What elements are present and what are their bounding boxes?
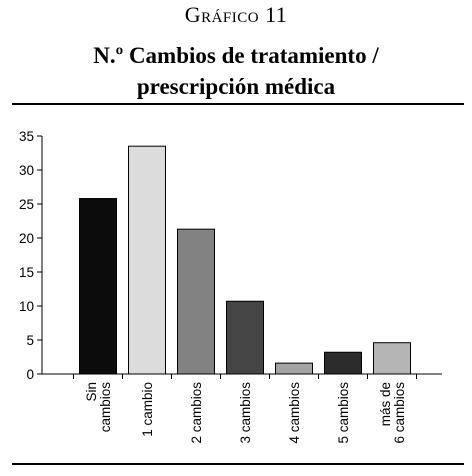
top-rule [12, 103, 464, 105]
x-tick-label: 2 cambios [189, 382, 204, 444]
x-tick-label: Sin cambios [84, 382, 113, 433]
figure-label: Gráfico 11 [184, 2, 288, 27]
bar [226, 300, 264, 375]
x-tick-label: 5 cambios [336, 382, 351, 444]
x-tick-label-line: 5 cambios [336, 382, 351, 444]
x-tick-label-line: más de [378, 382, 393, 426]
x-tick-label-line: 6 cambios [392, 382, 407, 444]
y-tick-label: 10 [19, 299, 34, 314]
y-tick-label: 35 [19, 129, 34, 144]
chart-title-line-2: prescripción médica [136, 74, 336, 99]
x-tick-label: 3 cambios [238, 382, 253, 444]
y-tick-label: 20 [19, 231, 34, 246]
x-tick-label-line: 3 cambios [238, 382, 253, 444]
x-tick-label: más de 6 cambios [378, 382, 407, 444]
y-tick-label: 0 [26, 367, 34, 382]
x-tick-label: 1 cambio [140, 382, 155, 437]
bar [79, 198, 117, 375]
bar [177, 228, 215, 375]
x-tick-label-line: cambios [98, 382, 113, 433]
x-tick-label: 4 cambios [287, 382, 302, 444]
bar [373, 342, 411, 375]
chart-title-line-1: N.º Cambios de tratamiento / [93, 43, 379, 68]
y-tick-label: 15 [19, 265, 34, 280]
bar [324, 351, 362, 375]
y-tick-label: 30 [19, 163, 34, 178]
bar [128, 145, 166, 375]
bar [275, 362, 313, 375]
y-tick-label: 5 [26, 333, 34, 348]
x-tick-label-line: 2 cambios [189, 382, 204, 444]
chart-title: N.º Cambios de tratamiento / prescripció… [0, 40, 472, 102]
x-tick-label-line: Sin [84, 382, 99, 402]
y-tick-label: 25 [19, 197, 34, 212]
bottom-rule [12, 463, 464, 465]
x-tick-label-line: 1 cambio [140, 382, 155, 437]
x-tick-label-line: 4 cambios [287, 382, 302, 444]
